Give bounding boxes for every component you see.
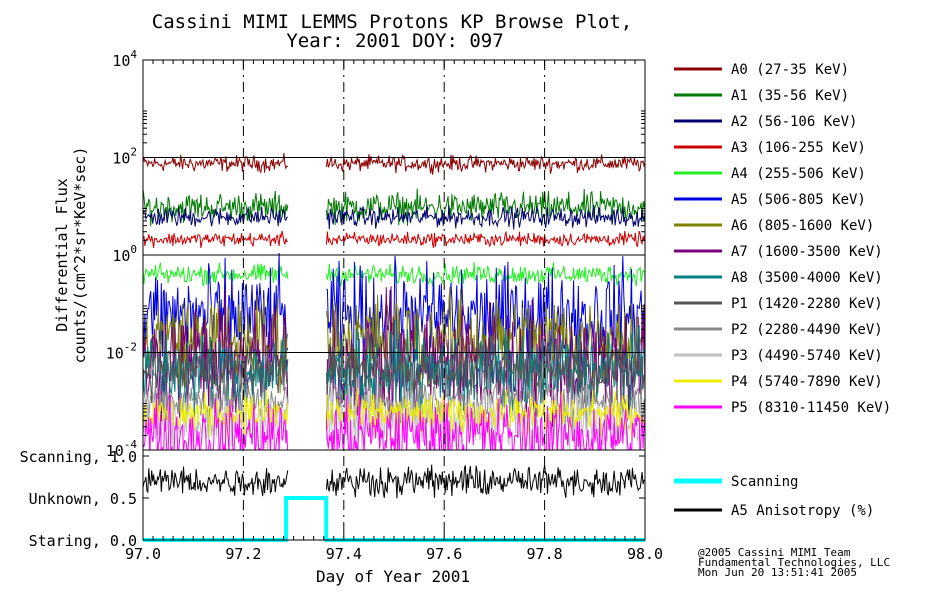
- flux-series-line-A1: [143, 188, 645, 227]
- axes-group: 104 102 100 10-2 10-4 97.0 97.2 97.4 97.6 97.8 98.…: [20, 48, 663, 563]
- legend-label: A3 (106-255 KeV): [731, 140, 866, 156]
- credit-line-2: Fundamental Technologies, LLC: [698, 556, 890, 569]
- y-tick-label: 10-2: [106, 341, 137, 363]
- legend-label: P4 (5740-7890 KeV): [731, 374, 883, 390]
- flux-series-line-A3: [143, 230, 645, 249]
- status-y-tick-label: Scanning, 1.0: [20, 448, 137, 466]
- x-tick-label: 97.4: [326, 545, 362, 563]
- legend-item: P4 (5740-7890 KeV): [674, 374, 883, 390]
- legend-item: A8 (3500-4000 KeV): [674, 270, 883, 286]
- y-axis-label-line1: Differential Flux: [53, 178, 71, 332]
- legend-item: A7 (1600-3500 KeV): [674, 244, 883, 260]
- legend-item: P3 (4490-5740 KeV): [674, 348, 883, 364]
- legend-item: P1 (1420-2280 KeV): [674, 296, 883, 312]
- legend-item: A5 Anisotropy (%): [674, 503, 874, 519]
- status-y-tick-label: Unknown, 0.5: [29, 490, 137, 508]
- x-tick-label: 97.0: [125, 545, 161, 563]
- status-y-tick-label: Staring, 0.0: [29, 532, 137, 550]
- legend-item: A6 (805-1600 KeV): [674, 218, 874, 234]
- status-panel-frame: [142, 449, 646, 541]
- x-tick-label: 97.2: [225, 545, 261, 563]
- legend-label: A4 (255-506 KeV): [731, 166, 866, 182]
- legend-item: A2 (56-106 KeV): [674, 114, 857, 130]
- legend-item: A4 (255-506 KeV): [674, 166, 866, 182]
- legend-label: Scanning: [731, 474, 798, 490]
- legend-label: A6 (805-1600 KeV): [731, 218, 874, 234]
- legend-label: A2 (56-106 KeV): [731, 114, 857, 130]
- chart-title-line2: Year: 2001 DOY: 097: [286, 30, 503, 52]
- y-axis-label-line2: counts/(cm^2*sr*KeV*sec): [71, 147, 89, 364]
- flux-series-line-P4: [143, 387, 645, 441]
- legend-label: A0 (27-35 KeV): [731, 62, 849, 78]
- y-tick-label: 100: [112, 243, 137, 265]
- legend-item: Scanning: [674, 474, 798, 490]
- legend-label: P3 (4490-5740 KeV): [731, 348, 883, 364]
- y-tick-label: 104: [112, 48, 137, 70]
- chart-title-line1: Cassini MIMI LEMMS Protons KP Browse Plo…: [152, 11, 632, 33]
- legend-label: A1 (35-56 KeV): [731, 88, 849, 104]
- flux-series-line-A0: [143, 153, 645, 175]
- legend-item: P2 (2280-4490 KeV): [674, 322, 883, 338]
- legend-label: P1 (1420-2280 KeV): [731, 296, 883, 312]
- y-tick-label: 102: [112, 146, 137, 168]
- legend-label: A5 Anisotropy (%): [731, 503, 874, 519]
- status-series-group: [143, 464, 645, 542]
- legend-item: P5 (8310-11450 KeV): [674, 400, 891, 416]
- legend-label: A5 (506-805 KeV): [731, 192, 866, 208]
- legend-item: A0 (27-35 KeV): [674, 62, 849, 78]
- credit-line-1: @2005 Cassini MIMI Team: [698, 546, 851, 559]
- y-tick-label: 10-4: [106, 438, 138, 460]
- legend-item: A3 (106-255 KeV): [674, 140, 866, 156]
- x-tick-label: 97.8: [527, 545, 563, 563]
- scanning-series-line: [143, 496, 645, 542]
- flux-series-group: [143, 153, 645, 450]
- anisotropy-series-line: [143, 464, 645, 499]
- flux-series-line-A2: [143, 204, 645, 230]
- x-axis-label: Day of Year 2001: [316, 567, 470, 586]
- legend-label: A7 (1600-3500 KeV): [731, 244, 883, 260]
- legend-label: P2 (2280-4490 KeV): [731, 322, 883, 338]
- credit-line-3: Mon Jun 20 13:51:41 2005: [698, 566, 857, 579]
- x-tick-label: 97.6: [426, 545, 462, 563]
- legend-item: A5 (506-805 KeV): [674, 192, 866, 208]
- x-tick-label: 98.0: [627, 545, 663, 563]
- legend-item: A1 (35-56 KeV): [674, 88, 849, 104]
- flux-series-line-A4: [143, 261, 645, 288]
- legend-label: P5 (8310-11450 KeV): [731, 400, 891, 416]
- legend-label: A8 (3500-4000 KeV): [731, 270, 883, 286]
- legend: A0 (27-35 KeV) A1 (35-56 KeV) A2 (56-106 K…: [674, 62, 891, 519]
